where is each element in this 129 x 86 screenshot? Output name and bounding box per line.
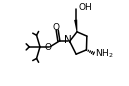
Text: NH$_2$: NH$_2$ [95,47,113,60]
Text: O: O [52,23,59,32]
Text: OH: OH [78,3,92,12]
Text: O: O [44,43,51,52]
Text: N: N [64,35,72,45]
Polygon shape [74,20,77,32]
